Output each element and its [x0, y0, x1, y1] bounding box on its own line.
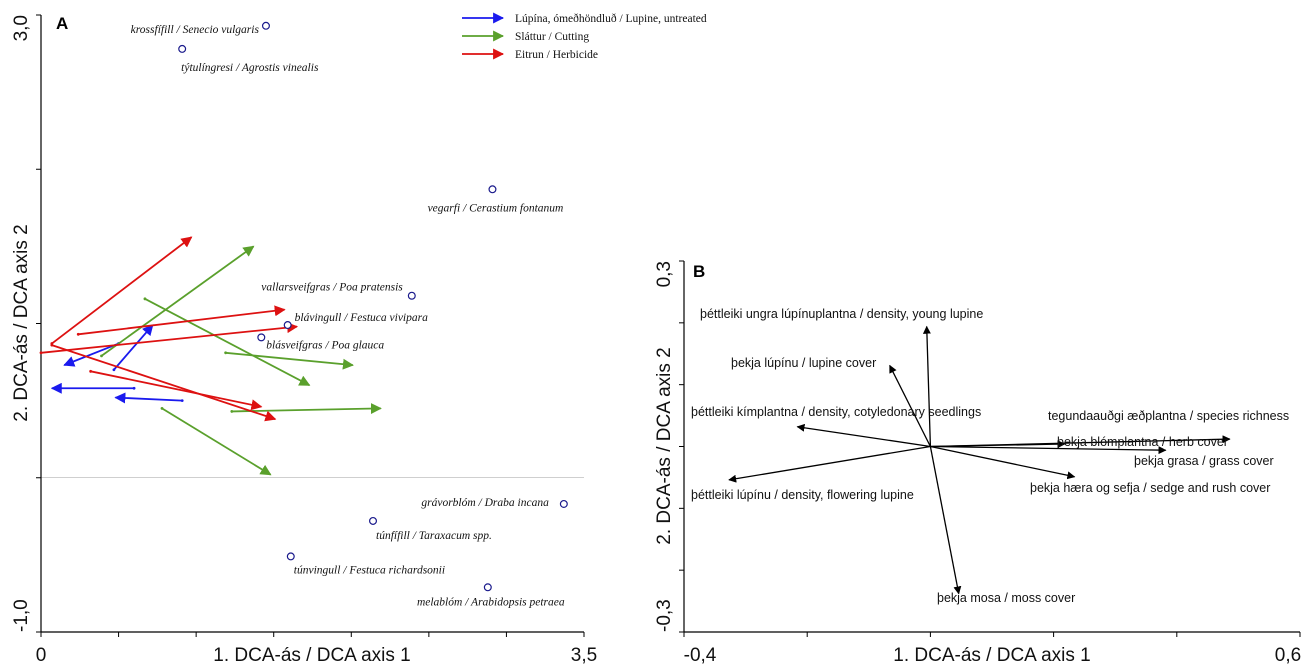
trajectory-start — [89, 369, 93, 373]
trajectory-start — [230, 410, 234, 413]
trajectory-arrow — [40, 322, 299, 354]
trajectory-arrow — [90, 370, 263, 411]
panel-b-y-tick-label-max: 0,3 — [654, 261, 675, 287]
vector-arrow — [929, 446, 962, 595]
panel-a-y-ticks — [36, 14, 41, 633]
legend-item: Lúpína, ómeðhöndluð / Lupine, untreated — [462, 12, 707, 25]
vector-label: þekja mosa / moss cover — [937, 591, 1075, 605]
trajectory-start — [224, 351, 228, 355]
panel-b-x-ticks — [683, 632, 1301, 637]
trajectory-start — [143, 297, 147, 301]
species-label: túnfífill / Taraxacum spp. — [376, 530, 492, 542]
species-label: vegarfi / Cerastium fontanum — [428, 202, 564, 214]
vector-label: þéttleiki ungra lúpínuplantna / density,… — [700, 307, 983, 321]
vector-label: þekja blómplantna / herb cover — [1057, 435, 1228, 449]
species-point — [559, 499, 568, 508]
vector-label: þéttleiki lúpínu / density, flowering lu… — [691, 488, 914, 502]
vector-arrow — [728, 445, 931, 483]
trajectory-arrow — [63, 342, 119, 367]
panel-a-y-tick-label-max: 3,0 — [11, 15, 32, 41]
species-point — [283, 321, 292, 330]
vector-label: tegundaauðgi æðplantna / species richnes… — [1048, 409, 1289, 423]
panel-a-letter: A — [56, 14, 68, 33]
panel-b-y-tick-label-min: -0,3 — [654, 599, 675, 632]
trajectory-start — [180, 399, 184, 403]
trajectory-arrow — [51, 236, 193, 345]
trajectory-start — [112, 368, 116, 372]
environment-vectors: þéttleiki ungra lúpínuplantna / density,… — [691, 307, 1289, 605]
trajectory-arrow — [100, 245, 255, 357]
vector-arrow — [889, 364, 931, 447]
species-label: grávorblóm / Draba incana — [421, 497, 549, 509]
trajectory-arrow — [231, 403, 382, 415]
legend: Lúpína, ómeðhöndluð / Lupine, untreated … — [462, 12, 707, 61]
species-label: blávingull / Festuca vivipara — [295, 312, 428, 324]
trajectory-start — [100, 354, 103, 358]
panel-b: B -0,4 0,6 0,3 -0,3 1. DCA-ás / DCA axis… — [654, 260, 1301, 666]
vector-arrow — [930, 445, 1167, 455]
legend-label: Lúpína, ómeðhöndluð / Lupine, untreated — [515, 12, 707, 25]
trajectory-arrow — [78, 305, 286, 336]
vector-arrow — [796, 423, 931, 448]
species-point — [257, 333, 266, 342]
species-label: túnvingull / Festuca richardsonii — [294, 564, 445, 576]
trajectory-arrow — [225, 351, 354, 370]
species-label: vallarsveifgras / Poa pratensis — [261, 282, 403, 294]
panel-a-x-tick-label-min: 0 — [36, 645, 47, 666]
legend-item: Eitrun / Herbicide — [462, 48, 598, 61]
species-label: krossfífill / Senecio vulgaris — [131, 24, 260, 36]
trajectory-start — [132, 386, 136, 390]
panel-a-x-tick-label-max: 3,5 — [571, 645, 597, 666]
panel-b-x-tick-label-min: -0,4 — [684, 645, 717, 666]
panel-b-letter: B — [693, 262, 705, 281]
panel-a-x-axis-title: 1. DCA-ás / DCA axis 1 — [213, 645, 410, 666]
species-point — [178, 44, 187, 53]
species-label: blásveifgras / Poa glauca — [266, 339, 384, 351]
vector-label: þéttleiki kímplantna / density, cotyledo… — [691, 405, 981, 419]
species-point — [407, 291, 416, 300]
species-point — [483, 583, 492, 592]
trajectory-start — [50, 343, 54, 347]
vector-arrow — [930, 440, 1066, 449]
species-label: melablóm / Arabidopsis petraea — [417, 596, 565, 608]
panel-b-x-tick-label-max: 0,6 — [1275, 645, 1301, 666]
panel-b-y-ticks — [679, 260, 684, 633]
vector-label: þekja hæra og sefja / sedge and rush cov… — [1030, 481, 1270, 495]
trajectory-start — [160, 406, 164, 410]
panel-a: A 0 3,5 3,0 -1,0 1. DCA-ás / DCA axis 1 … — [11, 12, 707, 666]
vector-arrow — [930, 445, 1076, 480]
legend-label: Eitrun / Herbicide — [515, 49, 598, 61]
panel-a-y-axis-title: 2. DCA-ás / DCA axis 2 — [11, 224, 32, 421]
species-point — [488, 185, 497, 194]
trajectory-arrow — [114, 392, 183, 404]
trajectory-start — [39, 351, 43, 355]
species-points: krossfífill / Senecio vulgaris týtulíngre… — [131, 21, 568, 608]
legend-label: Sláttur / Cutting — [515, 31, 589, 43]
trajectory-arrow — [144, 298, 311, 386]
trajectories — [39, 236, 382, 476]
panel-a-x-ticks — [40, 632, 585, 637]
vector-arrow — [922, 325, 932, 447]
species-label: týtulíngresi / Agrostis vinealis — [181, 62, 319, 74]
legend-item: Sláttur / Cutting — [462, 30, 589, 43]
trajectory-arrow — [161, 407, 272, 476]
species-point — [286, 552, 295, 561]
vector-label: þekja grasa / grass cover — [1134, 454, 1274, 468]
species-point — [369, 516, 378, 525]
panel-a-y-tick-label-min: -1,0 — [11, 599, 32, 632]
vector-label: þekja lúpínu / lupine cover — [731, 356, 876, 370]
species-point — [261, 21, 270, 30]
panel-b-y-axis-title: 2. DCA-ás / DCA axis 2 — [654, 347, 675, 544]
panel-b-x-axis-title: 1. DCA-ás / DCA axis 1 — [893, 645, 1090, 666]
trajectory-arrow — [51, 344, 277, 422]
trajectory-start — [76, 332, 80, 336]
trajectory-arrow — [113, 324, 154, 371]
